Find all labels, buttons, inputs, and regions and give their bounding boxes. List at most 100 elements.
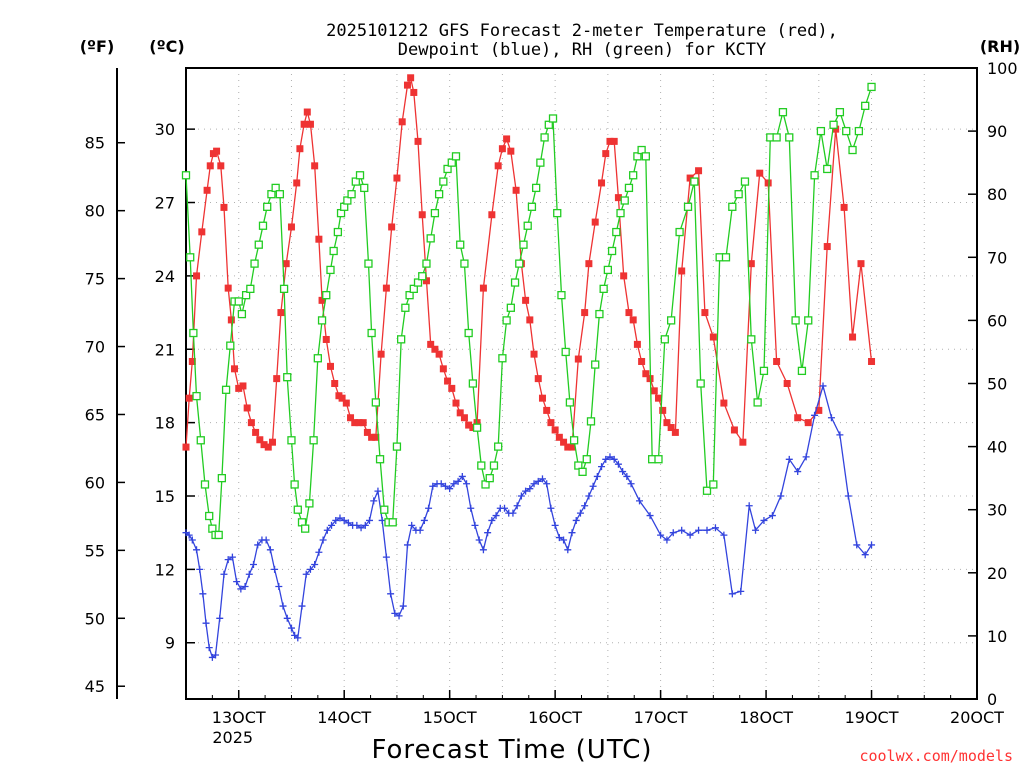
data-point xyxy=(836,431,844,439)
data-point xyxy=(318,296,326,304)
data-point xyxy=(823,243,831,251)
data-point xyxy=(501,504,509,512)
data-point xyxy=(598,179,606,187)
data-point xyxy=(246,284,255,294)
data-point xyxy=(867,82,876,92)
data-point xyxy=(553,208,562,218)
data-point xyxy=(408,521,416,529)
data-point xyxy=(472,423,482,432)
data-point xyxy=(848,145,857,155)
data-point xyxy=(702,486,712,495)
x-axis-title: Forecast Time (UTC) xyxy=(371,735,652,765)
data-point xyxy=(463,480,471,488)
fahrenheit-tick-label: 45 xyxy=(85,677,105,696)
data-point xyxy=(534,375,542,383)
data-point xyxy=(745,502,753,510)
data-point xyxy=(624,183,634,193)
data-point xyxy=(785,133,794,142)
data-point xyxy=(475,536,483,544)
data-point xyxy=(322,291,331,300)
data-point xyxy=(416,526,424,534)
data-point xyxy=(185,394,193,402)
data-point xyxy=(282,260,290,268)
data-point xyxy=(568,529,576,537)
data-point xyxy=(254,541,262,549)
data-point xyxy=(823,164,832,174)
data-point xyxy=(810,171,819,180)
data-point xyxy=(488,211,496,219)
data-point xyxy=(494,442,503,451)
data-point xyxy=(361,521,369,529)
data-point xyxy=(370,497,378,505)
data-point xyxy=(237,309,247,319)
data-point xyxy=(290,480,299,489)
data-point xyxy=(217,473,227,483)
data-point xyxy=(625,309,633,317)
site-credit: coolwx.com/models xyxy=(859,747,1013,765)
data-point xyxy=(401,303,410,312)
data-point xyxy=(443,164,452,174)
data-point xyxy=(447,158,456,167)
data-point xyxy=(531,183,541,193)
data-point xyxy=(773,357,781,365)
data-point xyxy=(193,272,201,280)
data-point xyxy=(572,516,580,524)
data-point xyxy=(642,370,650,378)
data-point xyxy=(430,208,440,218)
data-point xyxy=(446,485,454,493)
series-2-meter-temperature xyxy=(182,74,876,451)
data-point xyxy=(342,399,350,407)
data-point xyxy=(328,521,336,529)
data-point xyxy=(387,590,395,598)
data-point xyxy=(355,171,365,180)
data-point xyxy=(212,651,220,659)
data-point xyxy=(347,414,355,422)
data-point xyxy=(422,277,430,285)
fahrenheit-tick-label: 60 xyxy=(85,473,105,492)
data-point xyxy=(548,114,558,123)
data-point xyxy=(407,74,415,82)
data-point xyxy=(368,433,376,441)
data-point xyxy=(469,424,477,432)
rh-tick-label: 80 xyxy=(987,185,1007,204)
data-point xyxy=(275,582,283,590)
fahrenheit-tick-label: 80 xyxy=(85,202,105,221)
data-point xyxy=(193,546,201,554)
data-point xyxy=(359,419,367,427)
data-point xyxy=(311,162,319,170)
data-point xyxy=(252,428,260,436)
data-point xyxy=(489,461,499,470)
fahrenheit-tick-label: 75 xyxy=(85,270,105,289)
data-point xyxy=(720,399,728,407)
data-point xyxy=(347,190,356,199)
data-point xyxy=(522,487,530,495)
data-point xyxy=(287,624,295,632)
x-tick-label: 14OCT xyxy=(317,708,371,727)
data-point xyxy=(226,341,235,350)
data-point xyxy=(357,524,365,532)
data-point xyxy=(465,421,473,429)
data-point xyxy=(388,518,397,527)
data-point xyxy=(868,541,876,549)
data-point xyxy=(279,284,289,294)
data-point xyxy=(641,152,650,161)
series-line xyxy=(185,86,873,536)
data-point xyxy=(728,202,737,211)
data-point xyxy=(517,492,525,500)
data-point xyxy=(598,463,606,471)
data-point xyxy=(363,428,371,436)
data-point xyxy=(534,477,542,485)
data-point xyxy=(254,240,263,249)
data-point xyxy=(610,455,618,463)
data-point xyxy=(547,504,555,512)
data-point xyxy=(616,208,625,218)
data-point xyxy=(427,340,435,348)
data-point xyxy=(479,546,487,554)
data-point xyxy=(464,328,473,338)
data-point xyxy=(403,81,411,89)
data-point xyxy=(260,441,268,449)
data-point xyxy=(861,101,870,111)
data-point xyxy=(181,171,191,180)
